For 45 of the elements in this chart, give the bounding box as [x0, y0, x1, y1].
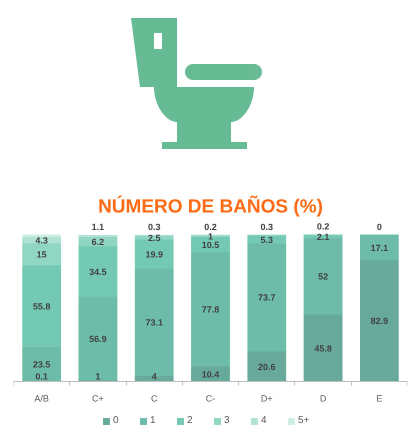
data-label: 0.3	[260, 222, 274, 232]
data-label: 56.9	[89, 334, 107, 344]
data-label: 5.3	[260, 234, 274, 245]
data-label: 55.8	[32, 301, 50, 312]
data-label: 19.9	[145, 249, 163, 260]
data-label: 4	[152, 372, 157, 382]
x-tick-label: C	[150, 394, 158, 404]
data-label: 73.7	[258, 292, 276, 303]
x-tick-label: A/B	[34, 394, 49, 404]
data-label: 23.5	[32, 360, 50, 370]
x-tick-label: C+	[92, 394, 104, 404]
x-tick-label: D+	[260, 394, 273, 404]
data-label: 0	[376, 222, 382, 232]
legend-label: 1	[150, 415, 157, 426]
data-label: 0.1	[35, 372, 48, 382]
legend-label: 4	[261, 415, 268, 426]
legend-label: 3	[224, 415, 231, 426]
data-label: 6.2	[92, 236, 104, 247]
data-label: 2.5	[148, 232, 160, 243]
data-label: 0.2	[316, 222, 330, 232]
data-label: 82.9	[370, 316, 388, 326]
data-label: 34.5	[89, 266, 107, 277]
data-label: 73.1	[145, 318, 163, 328]
data-label: 1.1	[92, 222, 104, 232]
data-label: 2.1	[316, 232, 330, 242]
data-label: 1	[208, 231, 214, 242]
x-tick-label: C-	[206, 394, 216, 404]
data-label: 17.1	[370, 242, 388, 253]
data-label: 1	[95, 372, 100, 382]
x-tick-label: E	[376, 394, 382, 404]
data-label: 0.2	[204, 222, 217, 232]
data-label: 0.3	[148, 222, 160, 232]
legend-label: 0	[113, 415, 120, 426]
legend-label: 5+	[298, 415, 310, 426]
data-label: 10.5	[202, 240, 220, 250]
data-label: 77.8	[202, 304, 220, 315]
x-tick-label: D	[320, 394, 327, 404]
data-label: 15	[36, 250, 47, 260]
data-label: 52	[318, 272, 328, 282]
data-label: 20.6	[258, 362, 276, 372]
chart-title: NÚMERO DE BAÑOS (%)	[98, 196, 323, 218]
data-label: 10.4	[202, 369, 220, 380]
legend-label: 2	[187, 415, 194, 426]
data-label: 4.3	[35, 235, 48, 246]
data-label: 45.8	[314, 343, 332, 354]
